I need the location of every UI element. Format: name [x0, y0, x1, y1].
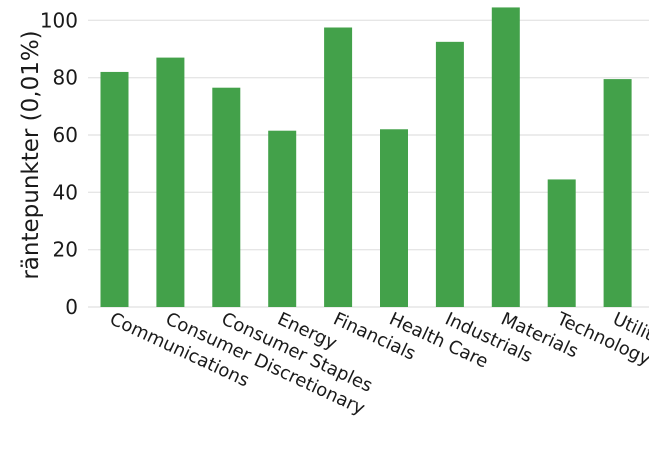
- y-tick-label: 40: [53, 180, 78, 204]
- bar: [268, 130, 297, 307]
- bar: [435, 41, 464, 307]
- y-tick-label: 80: [53, 66, 78, 90]
- y-axis-ticks: 0 20 40 60 80 100: [40, 8, 78, 319]
- bar: [100, 71, 129, 307]
- bar: [491, 7, 520, 308]
- y-tick-label: 0: [65, 295, 78, 319]
- bar: [603, 79, 632, 307]
- bar: [212, 87, 241, 307]
- y-tick-label: 20: [53, 238, 78, 262]
- bar: [380, 129, 408, 307]
- bars: [100, 7, 632, 308]
- y-tick-label: 100: [40, 8, 78, 32]
- bar: [156, 57, 185, 307]
- bar: [324, 27, 353, 307]
- bar: [547, 179, 576, 307]
- y-tick-label: 60: [53, 123, 78, 147]
- y-axis-label: räntepunkter (0,01%): [18, 30, 44, 279]
